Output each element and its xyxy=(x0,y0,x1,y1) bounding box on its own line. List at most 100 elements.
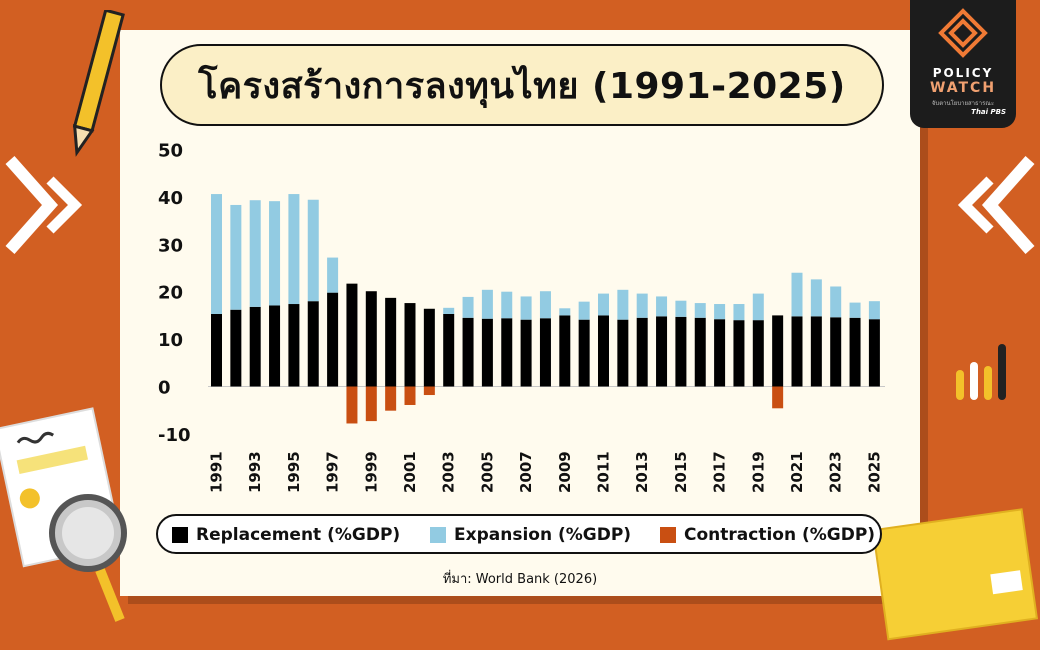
bar-contraction-1998 xyxy=(346,386,358,424)
bar-replacement-1995 xyxy=(288,304,300,387)
logo-line1: POLICY xyxy=(932,66,994,80)
bar-expansion-2009 xyxy=(559,308,571,316)
bar-expansion-1995 xyxy=(288,194,300,305)
bar-expansion-1992 xyxy=(230,204,242,310)
bar-expansion-2011 xyxy=(598,293,609,316)
x-tick-label: 2011 xyxy=(595,451,613,493)
left-chevrons-decoration xyxy=(5,156,83,254)
bar-replacement-2005 xyxy=(481,318,493,387)
y-tick-label: 30 xyxy=(158,235,183,256)
bar-replacement-1998 xyxy=(346,283,358,387)
bar-expansion-2003 xyxy=(443,307,455,314)
x-tick-label: 1997 xyxy=(324,451,342,493)
legend: Replacement (%GDP) Expansion (%GDP) Cont… xyxy=(156,514,882,554)
bar-contraction-2001 xyxy=(404,386,416,405)
bar-expansion-2022 xyxy=(810,279,822,317)
x-tick-label: 1991 xyxy=(208,451,226,493)
x-tick-label: 2023 xyxy=(827,451,845,493)
bar-replacement-2002 xyxy=(423,308,435,387)
x-tick-label: 2019 xyxy=(749,451,767,493)
bar-replacement-2008 xyxy=(539,318,551,387)
folder-decoration xyxy=(871,508,1039,641)
x-tick-label: 1995 xyxy=(285,451,303,493)
mini-bars-decoration xyxy=(956,344,1006,400)
bar-replacement-2007 xyxy=(520,319,532,387)
y-tick-label: -10 xyxy=(158,425,191,446)
bar-replacement-2013 xyxy=(636,317,648,387)
legend-label-replacement: Replacement (%GDP) xyxy=(196,525,401,545)
bar-replacement-1997 xyxy=(327,292,339,387)
bar-expansion-2005 xyxy=(481,289,493,319)
legend-swatch-replacement xyxy=(172,527,188,543)
y-tick-label: 40 xyxy=(158,188,183,209)
bar-replacement-2015 xyxy=(675,316,687,387)
bar-expansion-2014 xyxy=(656,296,668,317)
bar-replacement-2003 xyxy=(443,313,455,387)
bar-replacement-2004 xyxy=(462,317,474,387)
chart-title: โครงสร้างการลงทุนไทย (1991-2025) xyxy=(198,65,846,107)
pencil-decoration xyxy=(72,10,125,157)
bar-replacement-2012 xyxy=(617,319,629,387)
x-tick-label: 2013 xyxy=(633,451,651,493)
bar-expansion-2006 xyxy=(501,291,513,319)
source-note: ที่มา: World Bank (2026) xyxy=(442,572,598,587)
bar-replacement-2000 xyxy=(385,297,397,387)
bar-replacement-2021 xyxy=(791,316,803,387)
legend-item-contraction: Contraction (%GDP) xyxy=(660,525,875,545)
paper-magnifier-decoration xyxy=(0,407,127,622)
bar-expansion-2024 xyxy=(849,302,861,318)
bar-expansion-2012 xyxy=(617,289,629,320)
bar-replacement-2019 xyxy=(752,320,764,387)
bar-expansion-2007 xyxy=(520,296,532,320)
legend-item-expansion: Expansion (%GDP) xyxy=(430,525,631,545)
bar-replacement-1999 xyxy=(365,291,377,387)
bar-expansion-2023 xyxy=(830,286,842,318)
bar-replacement-2023 xyxy=(830,317,842,387)
bar-replacement-1996 xyxy=(307,301,319,387)
x-tick-label: 2009 xyxy=(556,451,574,493)
bar-replacement-2014 xyxy=(656,316,668,387)
bar-replacement-2024 xyxy=(849,317,861,387)
x-tick-label: 2017 xyxy=(711,451,729,493)
legend-item-replacement: Replacement (%GDP) xyxy=(172,525,400,545)
bar-expansion-2008 xyxy=(539,291,551,319)
x-tick-label: 2003 xyxy=(440,451,458,493)
bar-replacement-2017 xyxy=(714,319,726,387)
right-chevrons-decoration xyxy=(957,156,1035,254)
bar-expansion-2004 xyxy=(462,296,474,318)
bar-expansion-2017 xyxy=(714,304,726,320)
bar-contraction-2000 xyxy=(385,386,397,411)
legend-label-expansion: Expansion (%GDP) xyxy=(454,525,632,545)
bar-expansion-2016 xyxy=(694,303,706,318)
bar-replacement-2001 xyxy=(404,303,416,387)
bar-contraction-2020 xyxy=(772,386,784,409)
logo-line2: WATCH xyxy=(929,80,997,96)
x-tick-label: 2007 xyxy=(517,451,535,493)
bar-replacement-2018 xyxy=(733,320,745,387)
bar-expansion-1996 xyxy=(307,199,319,302)
legend-swatch-contraction xyxy=(660,527,676,543)
bar-replacement-1991 xyxy=(211,313,222,387)
x-tick-label: 2001 xyxy=(401,451,419,493)
bar-replacement-2025 xyxy=(868,319,880,387)
x-tick-label: 2021 xyxy=(788,451,806,493)
y-tick-label: 50 xyxy=(158,141,183,162)
bar-expansion-2019 xyxy=(752,293,764,321)
y-tick-label: 10 xyxy=(158,330,183,351)
logo-diamond-icon xyxy=(938,8,988,58)
bar-expansion-1993 xyxy=(249,200,261,307)
logo-line4: Thai PBS xyxy=(971,108,1006,116)
bar-replacement-2020 xyxy=(772,315,784,387)
bar-replacement-1992 xyxy=(230,309,242,387)
legend-label-contraction: Contraction (%GDP) xyxy=(684,525,876,545)
bar-contraction-1999 xyxy=(365,386,377,422)
bar-expansion-2010 xyxy=(578,301,590,320)
bar-expansion-2018 xyxy=(733,304,745,321)
x-tick-label: 2005 xyxy=(478,451,496,493)
bar-replacement-2016 xyxy=(694,317,706,387)
bar-replacement-2009 xyxy=(559,315,571,387)
bar-contraction-2002 xyxy=(423,386,435,396)
bar-replacement-2006 xyxy=(501,318,513,387)
x-tick-label: 2015 xyxy=(672,451,690,493)
